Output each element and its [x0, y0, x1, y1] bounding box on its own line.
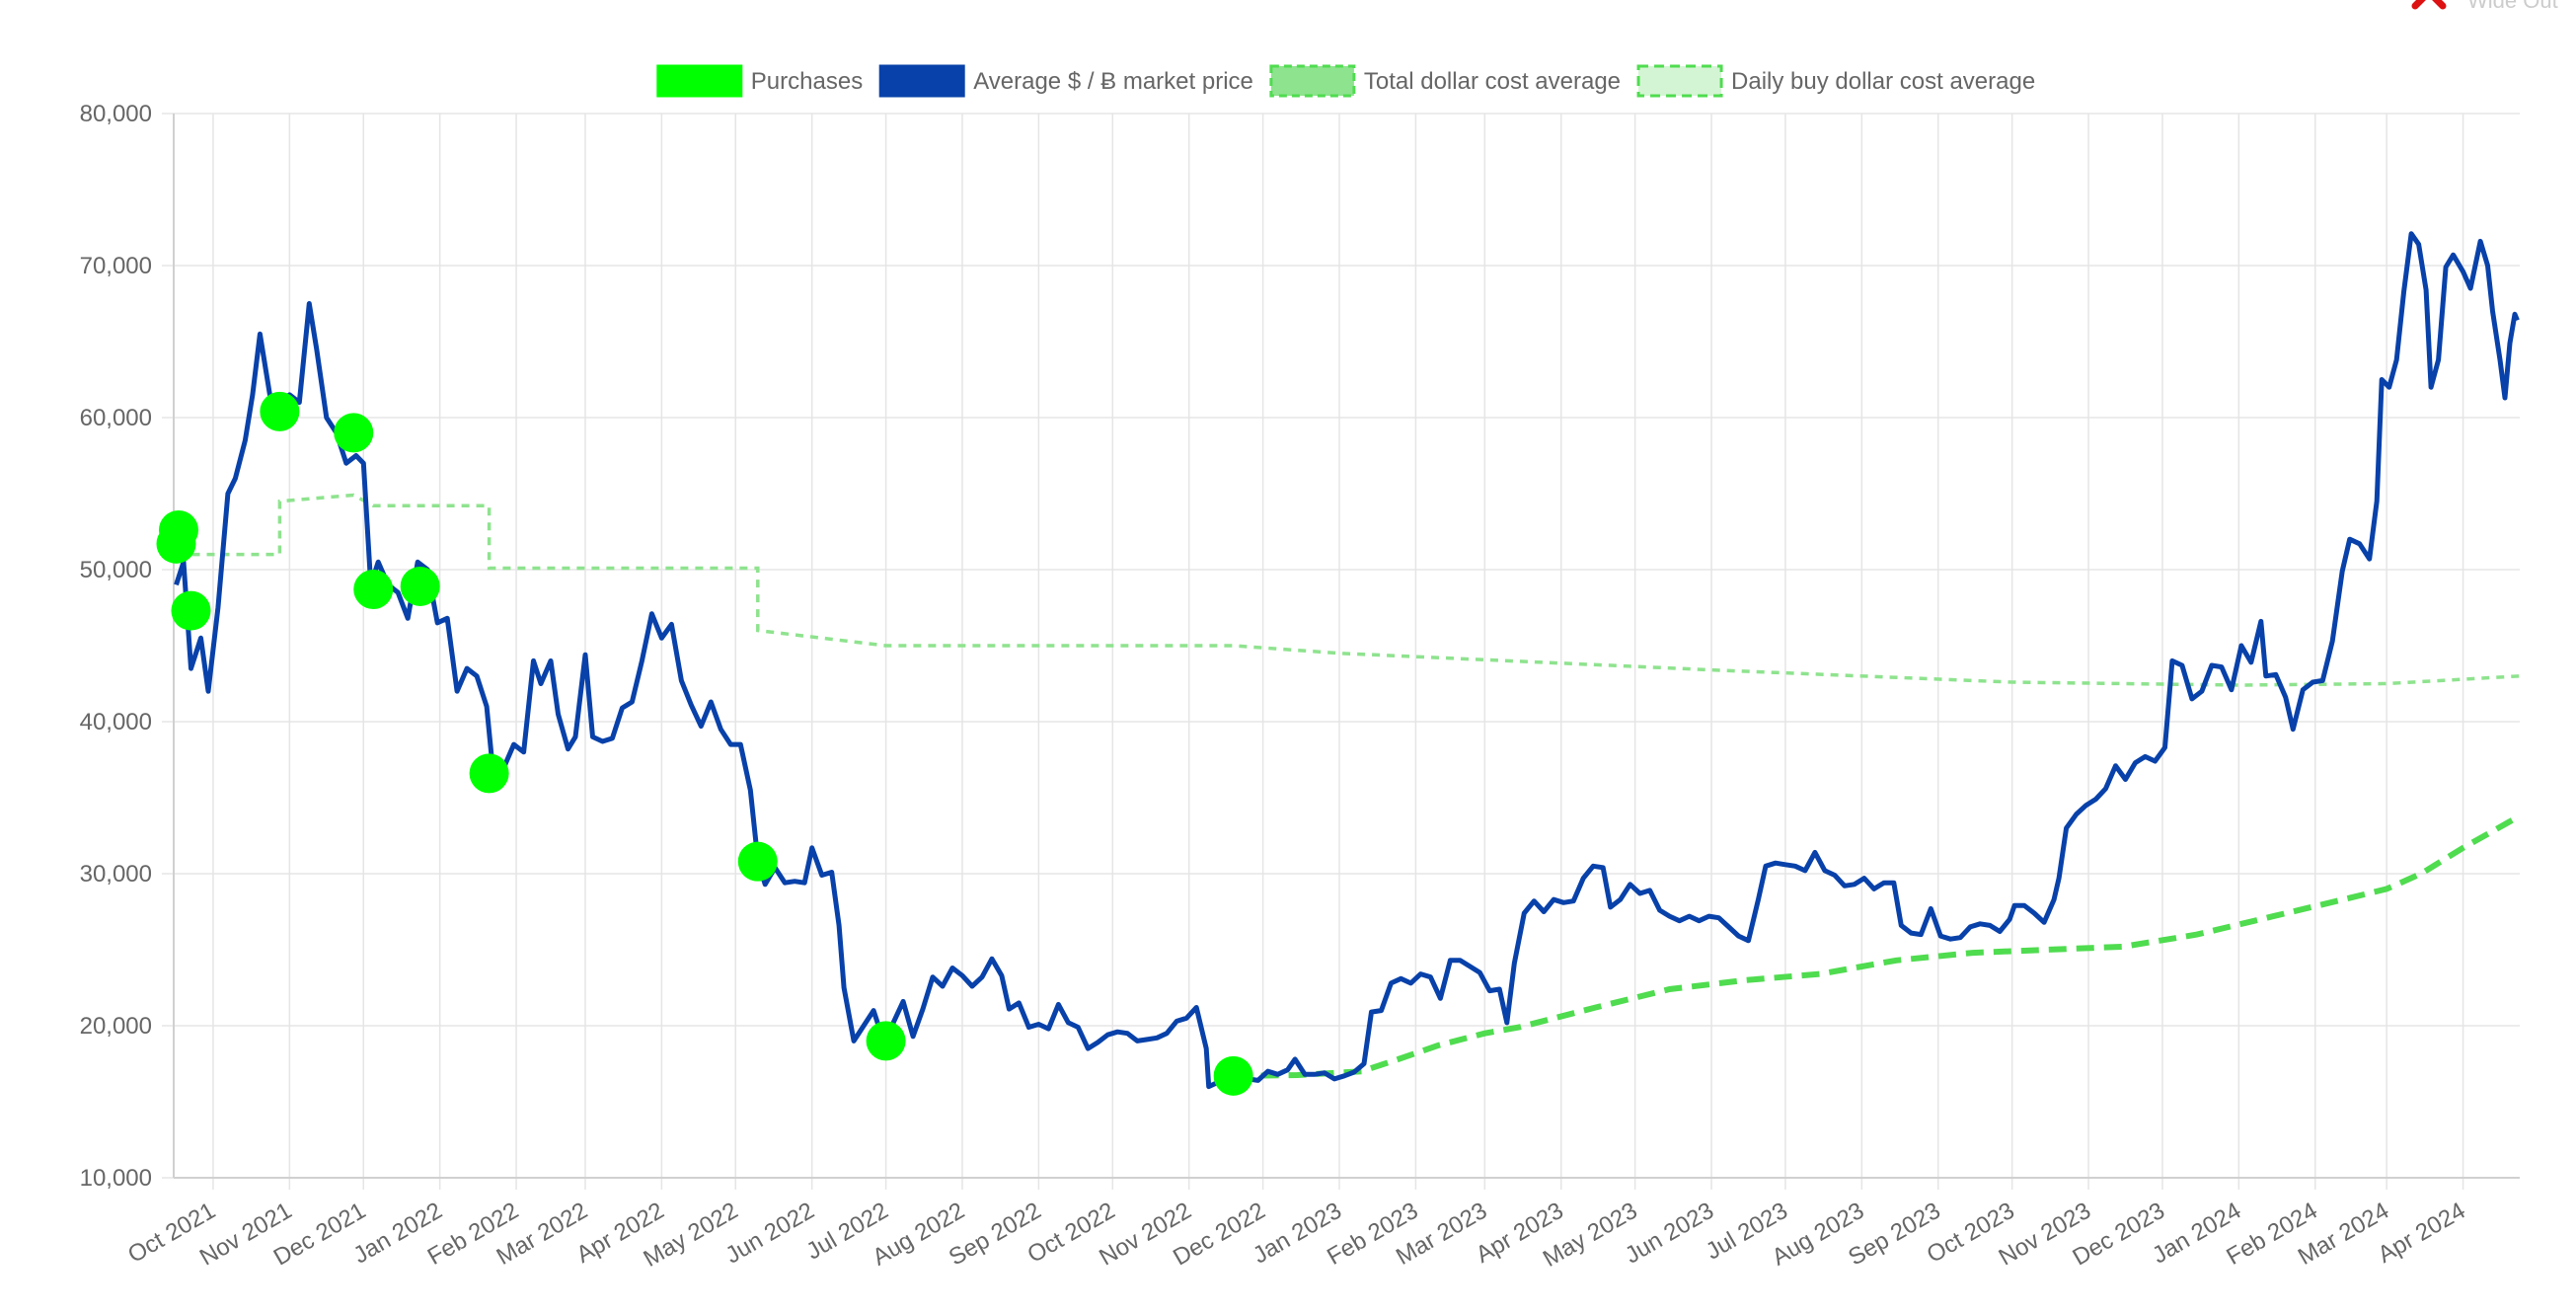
daily-dca-line: [1233, 812, 2522, 1079]
legend-total-dca-label: Total dollar cost average: [1364, 68, 1621, 95]
purchase-point[interactable]: [260, 391, 300, 431]
legend[interactable]: Purchases Average $ / Ƀ market price Total…: [656, 64, 2035, 98]
purchase-point[interactable]: [171, 590, 211, 631]
purchase-point[interactable]: [866, 1021, 906, 1061]
y-tick-label: 50,000: [80, 557, 152, 583]
y-tick-label: 40,000: [80, 709, 152, 735]
legend-daily-dca-swatch: [1636, 64, 1723, 98]
purchase-point[interactable]: [334, 413, 374, 453]
purchase-point[interactable]: [469, 753, 509, 794]
y-tick-label: 60,000: [80, 405, 152, 431]
x-tick-label: Jun 2023: [1621, 1198, 1718, 1270]
legend-daily-dca-label: Daily buy dollar cost average: [1731, 68, 2035, 95]
purchase-point[interactable]: [737, 841, 778, 882]
close-icon[interactable]: [2403, 0, 2462, 26]
y-tick-label: 80,000: [80, 101, 152, 127]
legend-market-price[interactable]: Average $ / Ƀ market price: [878, 64, 1253, 98]
y-tick-label: 20,000: [80, 1013, 152, 1040]
legend-daily-dca[interactable]: Daily buy dollar cost average: [1636, 64, 2035, 98]
series-lines: [174, 231, 2522, 1091]
y-tick-label: 10,000: [80, 1165, 152, 1192]
legend-purchases[interactable]: Purchases: [656, 64, 863, 98]
axes: 10,000 20,000 30,000 40,000 50,000 60,000 70,0…: [80, 101, 2520, 1273]
y-tick-label: 30,000: [80, 861, 152, 888]
purchase-point[interactable]: [158, 509, 198, 550]
purchase-point[interactable]: [400, 566, 440, 606]
total-dca-line: [174, 493, 2521, 687]
purchase-point[interactable]: [353, 570, 394, 610]
legend-purchases-label: Purchases: [751, 68, 863, 95]
x-tick-label: Apr 2024: [2374, 1198, 2470, 1269]
legend-total-dca-swatch: [1269, 64, 1356, 98]
market-price-line: [174, 231, 2520, 1091]
legend-market-price-label: Average $ / Ƀ market price: [973, 68, 1253, 95]
legend-total-dca[interactable]: Total dollar cost average: [1269, 64, 1621, 98]
legend-market-price-swatch: [878, 64, 965, 98]
corner-label[interactable]: Wide Out: [2467, 0, 2558, 13]
y-tick-label: 70,000: [80, 253, 152, 279]
x-tick-label: Jun 2022: [721, 1198, 819, 1270]
grid-lines: [162, 113, 2520, 1190]
purchase-points[interactable]: [156, 391, 1253, 1096]
purchase-point[interactable]: [1213, 1055, 1253, 1096]
legend-purchases-swatch: [656, 64, 743, 98]
